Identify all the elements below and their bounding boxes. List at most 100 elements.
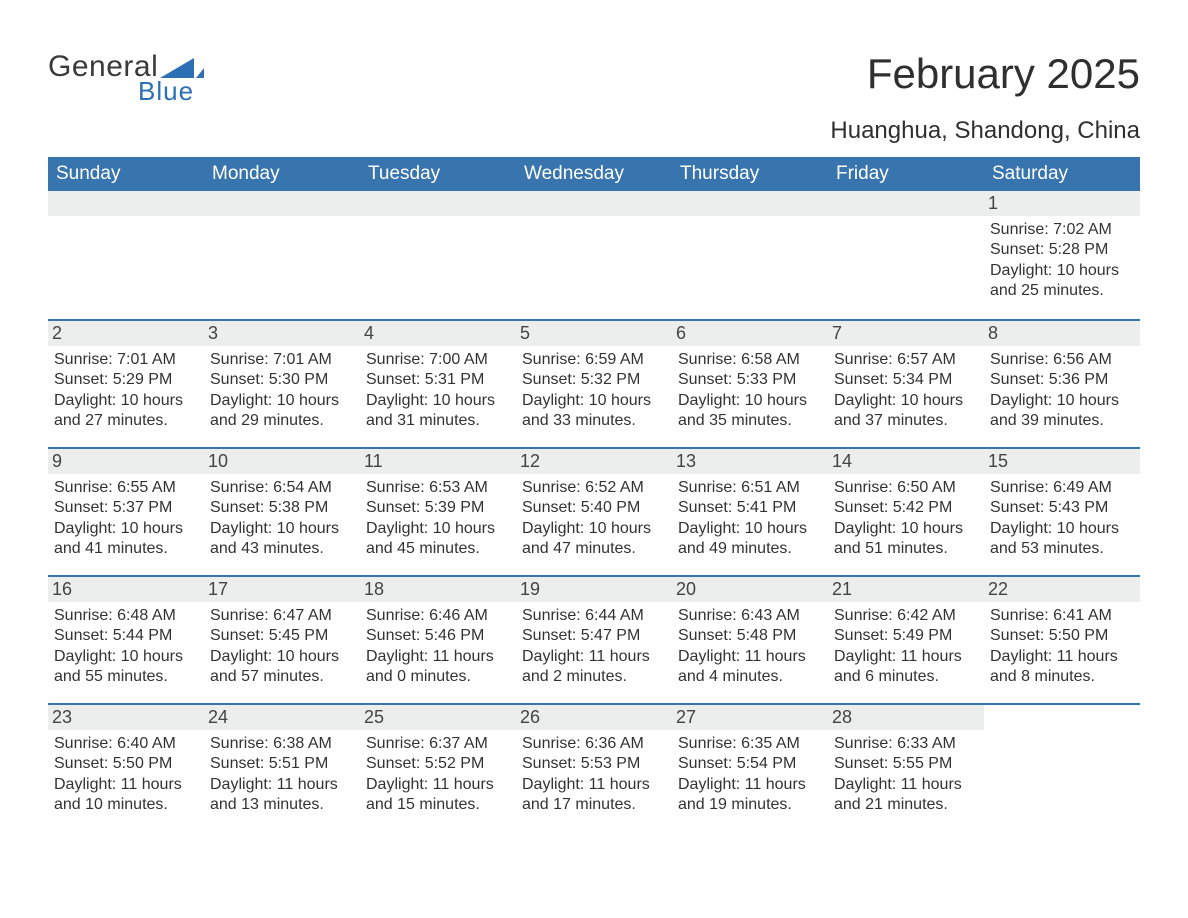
- calendar-cell: [48, 191, 204, 319]
- calendar-cell: 8Sunrise: 6:56 AMSunset: 5:36 PMDaylight…: [984, 319, 1140, 447]
- cell-d1: Daylight: 11 hours: [366, 647, 510, 667]
- cell-sunset: Sunset: 5:50 PM: [54, 754, 198, 774]
- cell-d1: Daylight: 11 hours: [834, 647, 978, 667]
- cell-d2: and 39 minutes.: [990, 411, 1134, 431]
- cell-sunrise: Sunrise: 6:49 AM: [990, 478, 1134, 498]
- cell-d2: and 35 minutes.: [678, 411, 822, 431]
- day-number: [360, 191, 516, 216]
- cell-d2: and 47 minutes.: [522, 539, 666, 559]
- cell-d1: Daylight: 11 hours: [834, 775, 978, 795]
- day-number: 14: [828, 449, 984, 474]
- calendar-cell: 28Sunrise: 6:33 AMSunset: 5:55 PMDayligh…: [828, 703, 984, 831]
- cell-sunrise: Sunrise: 6:54 AM: [210, 478, 354, 498]
- calendar-cell: 20Sunrise: 6:43 AMSunset: 5:48 PMDayligh…: [672, 575, 828, 703]
- cell-sunrise: Sunrise: 6:38 AM: [210, 734, 354, 754]
- cell-d2: and 53 minutes.: [990, 539, 1134, 559]
- page-title: February 2025: [867, 50, 1140, 98]
- cell-d2: and 29 minutes.: [210, 411, 354, 431]
- cell-sunrise: Sunrise: 6:56 AM: [990, 350, 1134, 370]
- day-number: 11: [360, 449, 516, 474]
- day-number: 23: [48, 705, 204, 730]
- cell-d1: Daylight: 10 hours: [678, 391, 822, 411]
- cell-sunrise: Sunrise: 6:36 AM: [522, 734, 666, 754]
- cell-d1: Daylight: 10 hours: [678, 519, 822, 539]
- calendar-cell: 4Sunrise: 7:00 AMSunset: 5:31 PMDaylight…: [360, 319, 516, 447]
- cell-sunset: Sunset: 5:45 PM: [210, 626, 354, 646]
- day-number: 9: [48, 449, 204, 474]
- cell-d1: Daylight: 10 hours: [990, 519, 1134, 539]
- cell-d2: and 15 minutes.: [366, 795, 510, 815]
- day-number: 16: [48, 577, 204, 602]
- cell-d1: Daylight: 10 hours: [210, 391, 354, 411]
- cell-d1: Daylight: 11 hours: [366, 775, 510, 795]
- calendar-cell: 21 Sunrise: 6:42 AMSunset: 5:49 PMDayligh…: [828, 575, 984, 703]
- cell-sunrise: Sunrise: 6:42 AM: [834, 606, 978, 626]
- day-number: 3: [204, 321, 360, 346]
- day-number: 12: [516, 449, 672, 474]
- cell-sunset: Sunset: 5:34 PM: [834, 370, 978, 390]
- cell-sunrise: Sunrise: 6:53 AM: [366, 478, 510, 498]
- cell-sunrise: Sunrise: 7:00 AM: [366, 350, 510, 370]
- calendar-week: 16Sunrise: 6:48 AMSunset: 5:44 PMDayligh…: [48, 575, 1140, 703]
- cell-d2: and 49 minutes.: [678, 539, 822, 559]
- cell-d1: Daylight: 11 hours: [678, 775, 822, 795]
- calendar-cell: 24Sunrise: 6:38 AMSunset: 5:51 PMDayligh…: [204, 703, 360, 831]
- cell-d2: and 6 minutes.: [834, 667, 978, 687]
- calendar-cell: 3Sunrise: 7:01 AMSunset: 5:30 PMDaylight…: [204, 319, 360, 447]
- day-number: 21: [828, 577, 984, 602]
- cell-d1: Daylight: 10 hours: [54, 519, 198, 539]
- cell-d2: and 27 minutes.: [54, 411, 198, 431]
- cell-d2: and 33 minutes.: [522, 411, 666, 431]
- calendar-cell: [516, 191, 672, 319]
- day-number: 6: [672, 321, 828, 346]
- cell-sunset: Sunset: 5:48 PM: [678, 626, 822, 646]
- cell-d1: Daylight: 10 hours: [990, 391, 1134, 411]
- calendar-cell: 6 Sunrise: 6:58 AMSunset: 5:33 PMDaylight…: [672, 319, 828, 447]
- cell-sunrise: Sunrise: 6:43 AM: [678, 606, 822, 626]
- cell-d1: Daylight: 10 hours: [522, 519, 666, 539]
- cell-sunset: Sunset: 5:33 PM: [678, 370, 822, 390]
- day-number: 15: [984, 449, 1140, 474]
- cell-d1: Daylight: 10 hours: [210, 647, 354, 667]
- cell-sunset: Sunset: 5:37 PM: [54, 498, 198, 518]
- cell-d2: and 43 minutes.: [210, 539, 354, 559]
- weekday-label: Friday: [828, 157, 984, 191]
- cell-d1: Daylight: 10 hours: [366, 391, 510, 411]
- cell-d2: and 55 minutes.: [54, 667, 198, 687]
- day-number: 26: [516, 705, 672, 730]
- day-number: 1: [984, 191, 1140, 216]
- day-number: 24: [204, 705, 360, 730]
- day-number: 8: [984, 321, 1140, 346]
- cell-sunset: Sunset: 5:55 PM: [834, 754, 978, 774]
- cell-sunrise: Sunrise: 6:44 AM: [522, 606, 666, 626]
- cell-d2: and 19 minutes.: [678, 795, 822, 815]
- weekday-label: Saturday: [984, 157, 1140, 191]
- cell-d1: Daylight: 11 hours: [210, 775, 354, 795]
- cell-sunset: Sunset: 5:38 PM: [210, 498, 354, 518]
- cell-sunset: Sunset: 5:47 PM: [522, 626, 666, 646]
- cell-d2: and 45 minutes.: [366, 539, 510, 559]
- weekday-label: Wednesday: [516, 157, 672, 191]
- logo-subtext: Blue: [138, 76, 204, 107]
- calendar-cell: 11Sunrise: 6:53 AMSunset: 5:39 PMDayligh…: [360, 447, 516, 575]
- cell-sunset: Sunset: 5:44 PM: [54, 626, 198, 646]
- day-number: 2: [48, 321, 204, 346]
- cell-sunrise: Sunrise: 6:58 AM: [678, 350, 822, 370]
- logo-block: General Blue: [48, 50, 204, 107]
- cell-d1: Daylight: 10 hours: [834, 391, 978, 411]
- calendar-week: 23Sunrise: 6:40 AMSunset: 5:50 PMDayligh…: [48, 703, 1140, 831]
- calendar-cell: [984, 703, 1140, 831]
- calendar-cell: 2Sunrise: 7:01 AMSunset: 5:29 PMDaylight…: [48, 319, 204, 447]
- cell-sunrise: Sunrise: 6:50 AM: [834, 478, 978, 498]
- cell-d1: Daylight: 11 hours: [54, 775, 198, 795]
- weekday-header: SundayMondayTuesdayWednesdayThursdayFrid…: [48, 157, 1140, 191]
- weekday-label: Tuesday: [360, 157, 516, 191]
- day-number: [828, 191, 984, 216]
- cell-d2: and 13 minutes.: [210, 795, 354, 815]
- calendar-cell: [204, 191, 360, 319]
- cell-d1: Daylight: 10 hours: [54, 391, 198, 411]
- cell-sunset: Sunset: 5:49 PM: [834, 626, 978, 646]
- day-number: 5: [516, 321, 672, 346]
- cell-d2: and 37 minutes.: [834, 411, 978, 431]
- header: General Blue February 2025: [48, 50, 1140, 107]
